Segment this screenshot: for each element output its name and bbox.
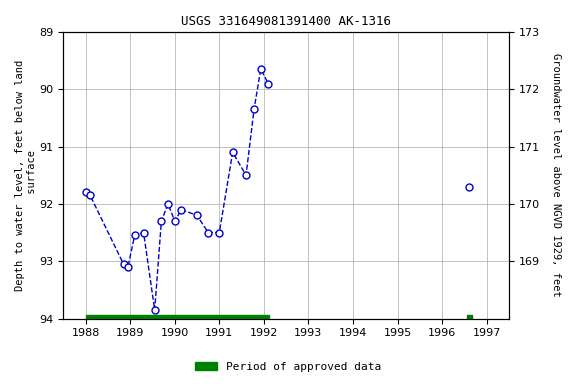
- Y-axis label: Depth to water level, feet below land
 surface: Depth to water level, feet below land su…: [15, 60, 37, 291]
- Bar: [467, 314, 472, 319]
- Legend: Period of approved data: Period of approved data: [191, 358, 385, 377]
- Bar: [86, 314, 269, 319]
- Y-axis label: Groundwater level above NGVD 1929, feet: Groundwater level above NGVD 1929, feet: [551, 53, 561, 297]
- Title: USGS 331649081391400 AK-1316: USGS 331649081391400 AK-1316: [181, 15, 391, 28]
